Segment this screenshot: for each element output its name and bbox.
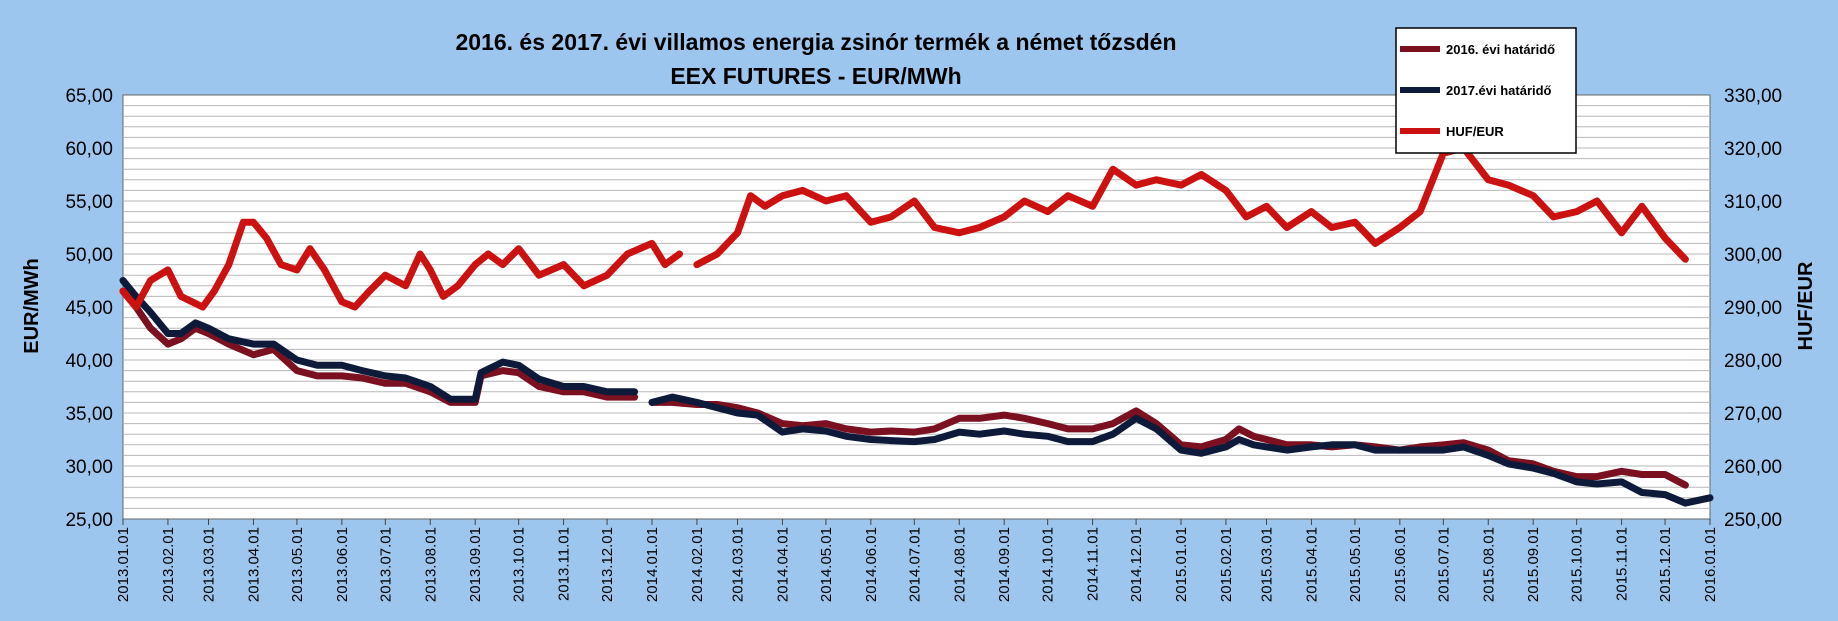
x-tick-label: 2015.07.01 <box>1435 527 1452 602</box>
right-tick-label: 300,00 <box>1724 245 1782 266</box>
left-axis-ticks: 25,00 30,00 35,00 40,00 45,00 50,00 55,00 60,00… <box>65 86 113 531</box>
left-tick-label: 60,00 <box>65 139 113 160</box>
x-tick-label: 2013.05.01 <box>289 527 306 602</box>
x-tick-label: 2016.01.01 <box>1702 527 1719 602</box>
x-tick-label: 2015.12.01 <box>1657 527 1674 602</box>
x-tick-label: 2014.09.01 <box>996 527 1013 602</box>
right-tick-label: 320,00 <box>1724 139 1782 160</box>
x-tick-label: 2014.03.01 <box>730 527 747 602</box>
chart-title: 2016. és 2017. évi villamos energia zsin… <box>455 29 1176 55</box>
x-tick-label: 2015.01.01 <box>1173 527 1190 602</box>
x-tick-label: 2013.01.01 <box>115 527 132 602</box>
left-tick-label: 30,00 <box>65 457 113 478</box>
series-line-1 <box>119 277 1714 507</box>
left-tick-label: 55,00 <box>65 192 113 213</box>
left-tick-label: 45,00 <box>65 298 113 319</box>
left-tick-label: 35,00 <box>65 404 113 425</box>
x-tick-label: 2015.04.01 <box>1303 527 1320 602</box>
x-tick-label: 2014.08.01 <box>951 527 968 602</box>
x-tick-label: 2015.02.01 <box>1218 527 1235 602</box>
right-axis-label: HUF/EUR <box>1795 261 1817 350</box>
x-tick-label: 2014.07.01 <box>906 527 923 602</box>
x-tick-label: 2013.06.01 <box>334 527 351 602</box>
x-tick-label: 2015.03.01 <box>1259 527 1276 602</box>
x-tick-label: 2013.02.01 <box>160 527 177 602</box>
right-tick-label: 260,00 <box>1724 457 1782 478</box>
right-tick-label: 310,00 <box>1724 192 1782 213</box>
series-line-2 <box>119 144 1689 311</box>
x-tick-label: 2013.09.01 <box>467 527 484 602</box>
x-tick-label: 2015.10.01 <box>1569 527 1586 602</box>
x-tick-label: 2014.06.01 <box>863 527 880 602</box>
x-tick-label: 2015.09.01 <box>1525 527 1542 602</box>
chart-subtitle: EEX FUTURES - EUR/MWh <box>670 63 961 89</box>
x-tick-label: 2015.11.01 <box>1614 527 1631 601</box>
x-tick-label: 2015.05.01 <box>1347 527 1364 602</box>
right-tick-label: 250,00 <box>1724 510 1782 531</box>
x-tick-label: 2015.08.01 <box>1480 527 1497 602</box>
right-axis-ticks: 250,00 260,00 270,00 280,00 290,00 300,00 310,… <box>1724 86 1782 531</box>
x-tick-label: 2014.05.01 <box>818 527 835 602</box>
x-tick-label: 2014.01.01 <box>644 527 661 602</box>
left-tick-label: 25,00 <box>65 510 113 531</box>
left-tick-label: 65,00 <box>65 86 113 107</box>
x-tick-label: 2015.06.01 <box>1392 527 1409 602</box>
x-tick-label: 2014.02.01 <box>689 527 706 602</box>
x-tick-label: 2013.04.01 <box>245 527 262 602</box>
x-tick-label: 2013.10.01 <box>511 527 528 602</box>
x-tick-label: 2013.08.01 <box>422 527 439 602</box>
left-tick-label: 50,00 <box>65 245 113 266</box>
series-layer <box>119 144 1714 507</box>
x-tick-label: 2014.10.01 <box>1040 527 1057 602</box>
right-tick-label: 290,00 <box>1724 298 1782 319</box>
x-axis-ticks: 2013.01.01 2013.02.01 2013.03.01 2013.04.01… <box>115 519 1719 602</box>
left-axis-label: EUR/MWh <box>21 258 43 354</box>
legend-label-hufeur: HUF/EUR <box>1446 124 1504 139</box>
x-tick-label: 2013.12.01 <box>599 527 616 602</box>
x-tick-label: 2013.11.01 <box>556 527 573 601</box>
x-tick-label: 2014.04.01 <box>774 527 791 602</box>
right-tick-label: 330,00 <box>1724 86 1782 107</box>
x-tick-label: 2013.07.01 <box>377 527 394 602</box>
right-tick-label: 280,00 <box>1724 351 1782 372</box>
legend: 2016. évi határidő 2017.évi határidő HUF… <box>1395 27 1577 154</box>
x-tick-label: 2014.11.01 <box>1085 527 1102 601</box>
left-tick-label: 40,00 <box>65 351 113 372</box>
x-tick-label: 2014.12.01 <box>1128 527 1145 602</box>
right-tick-label: 270,00 <box>1724 404 1782 425</box>
x-tick-label: 2013.03.01 <box>201 527 218 602</box>
legend-label-2016: 2016. évi határidő <box>1446 42 1555 57</box>
legend-label-2017: 2017.évi határidő <box>1446 83 1552 98</box>
